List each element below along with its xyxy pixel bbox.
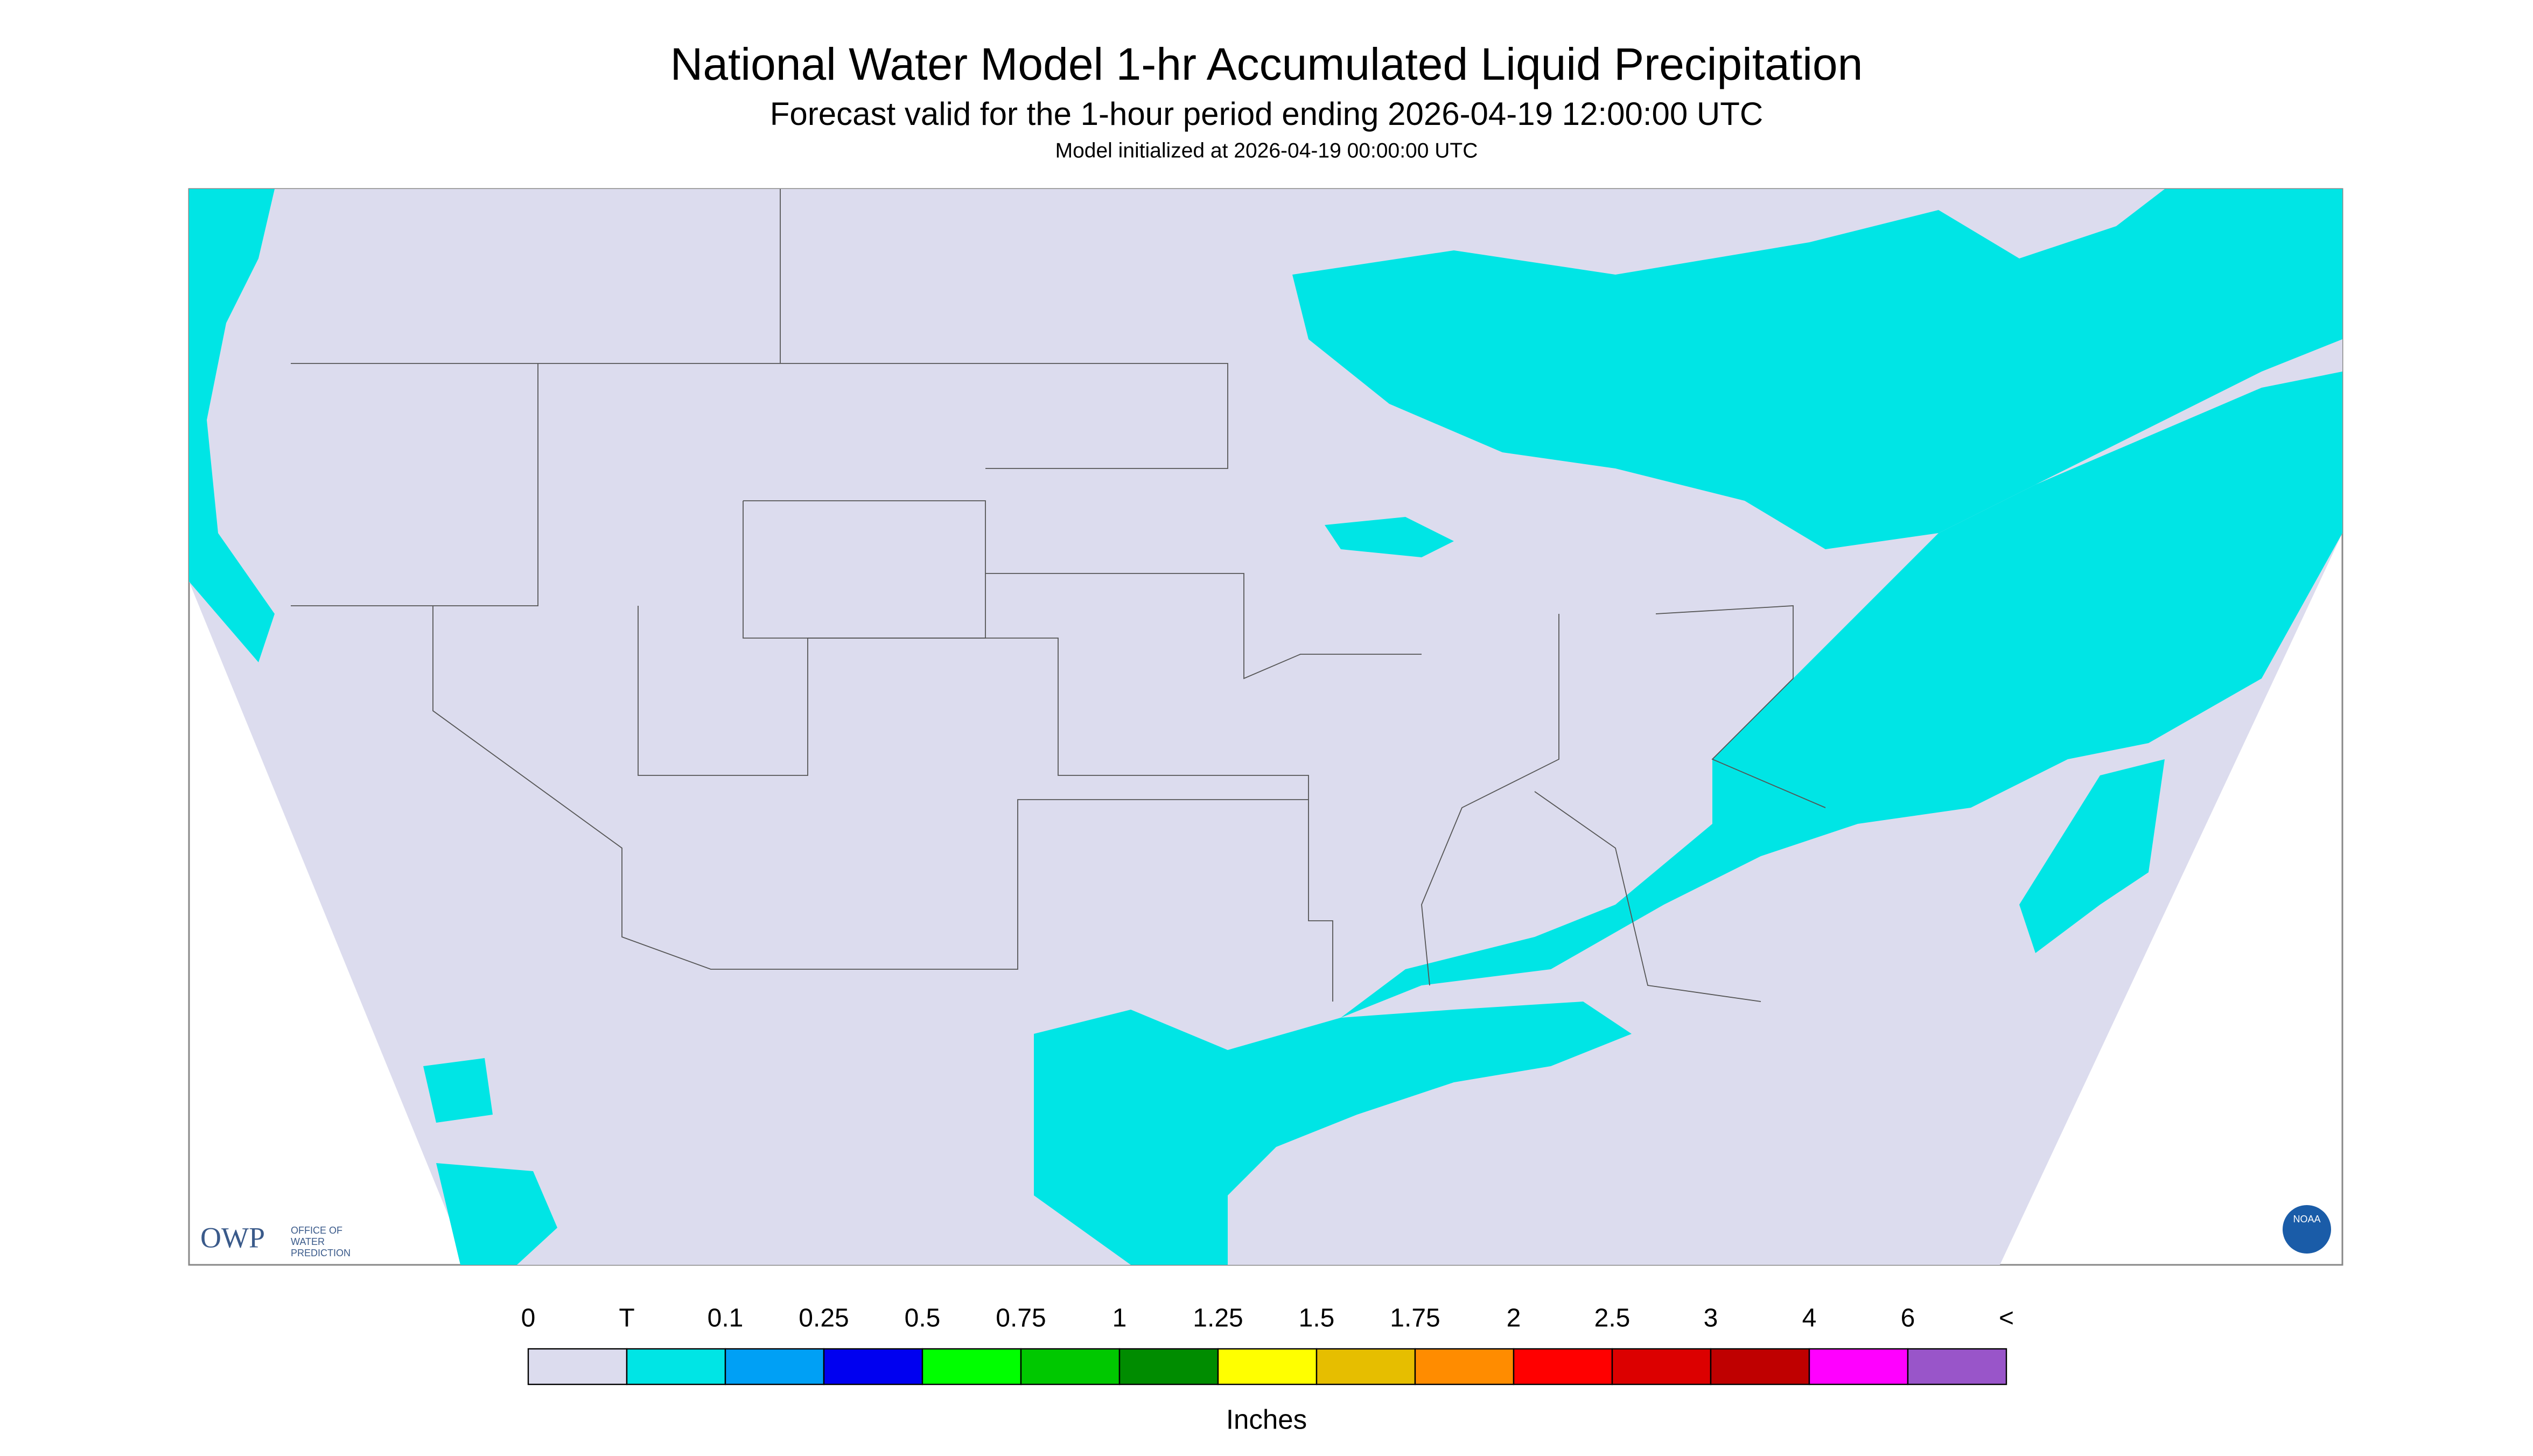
legend-swatch	[1020, 1348, 1121, 1385]
rain-area	[1292, 189, 2342, 550]
legend-swatch	[1907, 1348, 2007, 1385]
legend-swatch	[724, 1348, 825, 1385]
legend-tick-label: <	[1999, 1304, 2014, 1333]
legend: 0 T 0.1 0.25 0.5 0.75 1 1.25 1.5 1.75 2 2.5 3 4 6 <	[521, 1304, 2014, 1385]
legend-swatch	[1316, 1348, 1416, 1385]
noaa-logo	[2283, 1205, 2331, 1254]
legend-tick-label: 1.75	[1390, 1304, 1440, 1333]
legend-swatch	[1611, 1348, 1712, 1385]
legend-swatch	[823, 1348, 923, 1385]
legend-tick-label: 1.5	[1299, 1304, 1335, 1333]
rain-area	[423, 1058, 493, 1123]
owp-logo-text: PREDICTION	[291, 1248, 351, 1258]
legend-swatch	[1710, 1348, 1810, 1385]
legend-tick-label: 2.5	[1594, 1304, 1631, 1333]
map: OWP OFFICE OF WATER PREDICTION NOAA	[188, 188, 2343, 1266]
rain-area	[2019, 759, 2165, 954]
legend-tick-label: 1.25	[1193, 1304, 1243, 1333]
legend-tick-label: 0.1	[708, 1304, 744, 1333]
legend-tick-label: 1	[1112, 1304, 1127, 1333]
legend-tick-label: 2	[1507, 1304, 1521, 1333]
legend-swatch	[527, 1348, 628, 1385]
owp-logo-text: WATER	[291, 1236, 325, 1247]
rain-area	[436, 1163, 557, 1265]
legend-swatch	[1513, 1348, 1613, 1385]
legend-tick-label: T	[619, 1304, 634, 1333]
legend-tick-label: 0.25	[799, 1304, 849, 1333]
precipitation	[189, 189, 2342, 1265]
legend-swatch	[1118, 1348, 1219, 1385]
legend-tick-label: 3	[1704, 1304, 1718, 1333]
legend-swatch	[1217, 1348, 1318, 1385]
legend-tick-label: 4	[1802, 1304, 1817, 1333]
legend-swatch	[626, 1348, 726, 1385]
legend-unit: Inches	[1226, 1404, 1307, 1434]
subtitle: Forecast valid for the 1-hour period end…	[770, 96, 1763, 132]
rain-area	[1341, 372, 2342, 1018]
legend-tick-label: 0.75	[996, 1304, 1046, 1333]
rain-area	[1034, 1002, 1632, 1265]
legend-swatch	[921, 1348, 1022, 1385]
legend-swatch	[1414, 1348, 1515, 1385]
state-borders	[291, 189, 1826, 1002]
noaa-logo-text: NOAA	[2293, 1214, 2320, 1224]
rain-area	[1325, 517, 1454, 558]
rain-area	[189, 189, 275, 663]
title: National Water Model 1-hr Accumulated Li…	[670, 39, 1863, 89]
owp-logo-text: OFFICE OF	[291, 1225, 342, 1236]
owp-logo: OWP	[200, 1221, 265, 1254]
legend-tick-label: 0.5	[905, 1304, 941, 1333]
legend-tick-label: 6	[1901, 1304, 1915, 1333]
init-note: Model initialized at 2026-04-19 00:00:00…	[1055, 139, 1478, 162]
legend-tick-label: 0	[521, 1304, 536, 1333]
legend-swatch	[1808, 1348, 1909, 1385]
